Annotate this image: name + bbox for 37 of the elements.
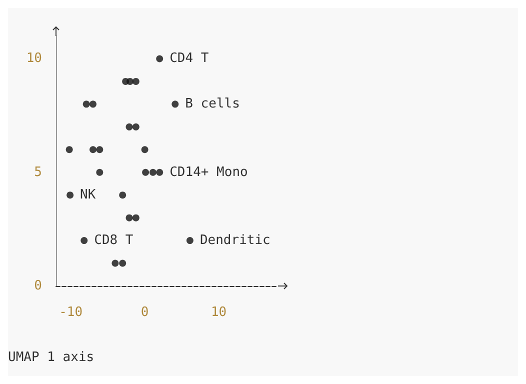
annotation: CD14+ Mono	[170, 164, 248, 180]
point	[119, 260, 126, 267]
point	[112, 260, 119, 267]
point	[172, 100, 179, 108]
x-axis-title: UMAP 1 axis	[8, 350, 94, 365]
point	[142, 168, 150, 176]
point	[126, 214, 133, 222]
annotation: NK	[80, 188, 96, 203]
annotation: Dendritic	[200, 233, 270, 248]
point	[126, 123, 133, 130]
point	[156, 168, 164, 176]
annotation: CD4 T	[170, 51, 209, 66]
annotation: CD8 T	[94, 233, 134, 248]
point	[132, 78, 140, 85]
point	[96, 146, 104, 154]
point	[66, 192, 74, 199]
point	[141, 146, 148, 154]
point	[90, 100, 96, 108]
point	[126, 78, 134, 85]
point	[66, 146, 73, 154]
y-tick-label: 5	[34, 164, 42, 180]
point	[156, 55, 164, 62]
point	[90, 146, 96, 154]
point	[119, 192, 126, 199]
y-tick-label: 10	[26, 51, 42, 66]
point	[80, 237, 88, 244]
point	[186, 237, 194, 244]
point	[96, 168, 104, 176]
point	[132, 214, 140, 222]
y-tick-label: 0	[34, 278, 42, 294]
point	[82, 100, 90, 108]
x-tick-label: 0	[140, 305, 149, 320]
point	[132, 123, 140, 130]
annotation: B cells	[185, 96, 240, 112]
point	[149, 168, 156, 176]
x-tick-label: 10	[210, 305, 227, 320]
x-tick-label: -10	[59, 305, 83, 320]
